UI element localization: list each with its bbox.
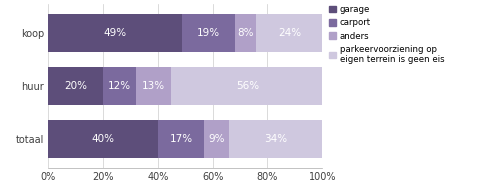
Bar xyxy=(256,14,322,52)
Text: 49%: 49% xyxy=(104,28,127,38)
Text: 34%: 34% xyxy=(264,134,287,144)
Bar xyxy=(234,14,256,52)
Text: 56%: 56% xyxy=(236,81,259,91)
Bar xyxy=(228,120,322,158)
Text: 19%: 19% xyxy=(196,28,219,38)
Bar xyxy=(48,14,182,52)
Text: 24%: 24% xyxy=(277,28,300,38)
Bar xyxy=(182,14,234,52)
Bar xyxy=(157,120,204,158)
Text: 8%: 8% xyxy=(237,28,253,38)
Bar xyxy=(135,67,171,105)
Text: 13%: 13% xyxy=(142,81,165,91)
Text: 40%: 40% xyxy=(91,134,114,144)
Bar xyxy=(171,67,324,105)
Bar xyxy=(48,67,103,105)
Legend: garage, carport, anders, parkeervoorziening op
eigen terrein is geen eis: garage, carport, anders, parkeervoorzien… xyxy=(329,5,444,64)
Text: 9%: 9% xyxy=(208,134,225,144)
Text: 17%: 17% xyxy=(169,134,192,144)
Bar xyxy=(103,67,135,105)
Bar xyxy=(48,120,157,158)
Bar xyxy=(204,120,228,158)
Text: 12%: 12% xyxy=(108,81,131,91)
Text: 20%: 20% xyxy=(64,81,87,91)
